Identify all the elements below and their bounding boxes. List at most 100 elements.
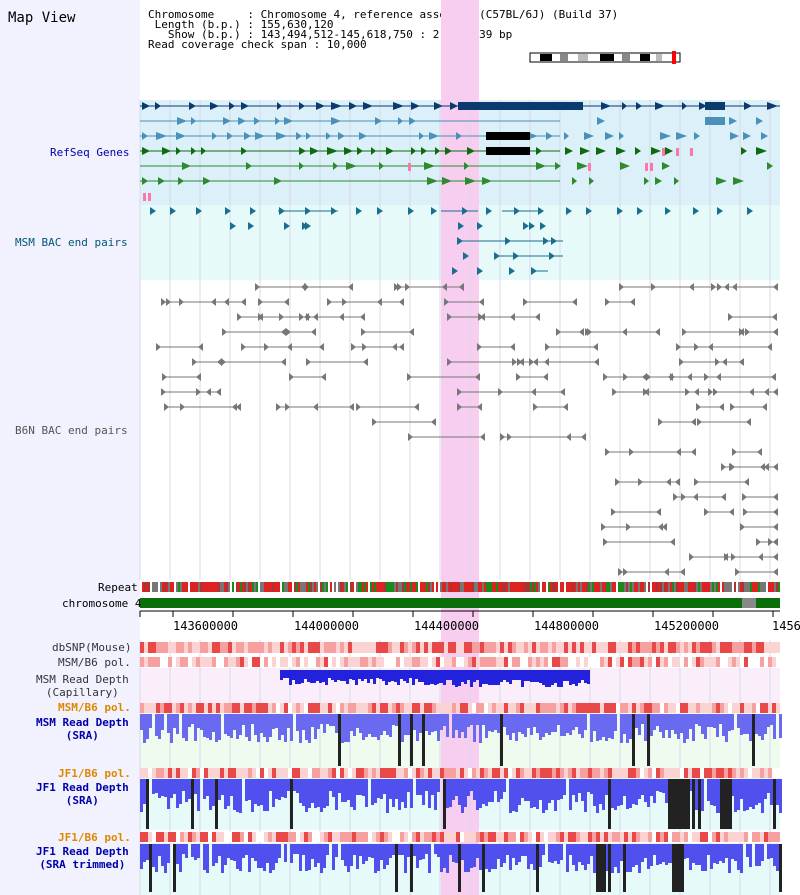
polymorphism-cell	[516, 832, 520, 842]
depth-bar	[377, 844, 380, 871]
polymorphism-cell	[712, 703, 716, 713]
polymorphism-cell	[484, 657, 488, 667]
depth-bar	[650, 714, 653, 736]
depth-bar	[548, 844, 551, 862]
polymorphism-cell	[660, 703, 664, 713]
polymorphism-cell	[304, 703, 308, 713]
gene-exon	[482, 177, 492, 185]
depth-bar	[347, 714, 350, 742]
polymorphism-cell	[520, 657, 524, 667]
depth-bar	[725, 714, 728, 742]
repeat-mark	[172, 582, 174, 592]
bac-end	[623, 568, 628, 576]
polymorphism-cell	[640, 832, 644, 842]
polymorphism-cell	[192, 657, 196, 667]
repeat-mark	[490, 582, 492, 592]
repeat-mark	[382, 582, 384, 592]
repeat-mark	[476, 582, 478, 592]
bac-end	[773, 493, 778, 501]
polymorphism-cell	[324, 768, 328, 778]
polymorphism-cell	[428, 703, 432, 713]
gene-exon	[741, 147, 747, 155]
depth-bar	[515, 779, 518, 812]
polymorphism-cell	[176, 832, 180, 842]
depth-bar	[365, 844, 368, 861]
bac-end	[407, 373, 412, 381]
msm-bac-label[interactable]: MSM BAC end pairs	[15, 236, 128, 249]
depth-bar	[560, 670, 563, 687]
polymorphism-cell	[380, 703, 384, 713]
bac-end	[372, 418, 377, 426]
gene-exon	[229, 102, 235, 110]
polymorphism-cell	[548, 703, 552, 713]
polymorphism-cell	[624, 703, 628, 713]
polymorphism-cell	[744, 703, 748, 713]
polymorphism-cell	[272, 703, 276, 713]
polymorphism-cell	[724, 768, 728, 778]
polymorphism-cell	[688, 642, 692, 653]
polymorphism-cell	[228, 832, 232, 842]
polymorphism-cell	[192, 768, 196, 778]
repeat-mark	[748, 582, 750, 592]
polymorphism-cell	[764, 703, 768, 713]
depth-bar	[533, 779, 536, 807]
repeat-mark	[228, 582, 230, 592]
depth-bar	[206, 779, 209, 796]
polymorphism-cell	[160, 703, 164, 713]
repeat-mark	[184, 582, 186, 592]
depth-bar	[659, 714, 662, 732]
polymorphism-cell	[372, 657, 376, 667]
depth-bar	[233, 779, 236, 810]
polymorphism-cell	[632, 703, 636, 713]
polymorphism-cell	[496, 703, 500, 713]
depth-bar	[599, 779, 602, 804]
polymorphism-cell	[312, 642, 316, 653]
bac-end	[665, 207, 671, 215]
depth-bar	[701, 779, 704, 811]
repeat-mark	[304, 582, 306, 592]
polymorphism-cell	[408, 832, 412, 842]
polymorphism-cell	[252, 657, 256, 667]
repeat-mark	[738, 582, 740, 592]
bac-end	[409, 328, 414, 336]
axis-tick-label: 1456	[772, 619, 800, 633]
depth-bar	[338, 779, 341, 793]
bac-end	[361, 328, 366, 336]
gene-exon	[238, 117, 246, 125]
polymorphism-cell	[588, 703, 592, 713]
depth-bar	[179, 844, 182, 872]
depth-bar-max	[422, 714, 425, 766]
depth-bar	[752, 779, 755, 809]
depth-bar	[656, 779, 659, 791]
depth-bar	[452, 714, 455, 738]
polymorphism-cell	[624, 657, 628, 667]
bac-end	[732, 448, 737, 456]
gene-exon	[363, 102, 373, 110]
polymorphism-cell	[444, 768, 448, 778]
bac-end	[457, 388, 462, 396]
depth-bar	[593, 714, 596, 731]
depth-bar	[587, 779, 590, 792]
bac-end	[342, 298, 347, 306]
polymorphism-cell	[152, 768, 156, 778]
bac-end	[773, 553, 778, 561]
depth-bar	[440, 844, 443, 872]
depth-bar	[566, 714, 569, 733]
b6n-bac-label[interactable]: B6N BAC end pairs	[15, 424, 128, 437]
depth-bar	[368, 844, 371, 857]
polymorphism-cell	[628, 832, 632, 842]
gene-exon	[277, 102, 282, 110]
depth-bar	[521, 714, 524, 734]
repeat-mark	[504, 582, 506, 592]
depth-bar	[542, 714, 545, 737]
depth-bar	[470, 844, 473, 868]
refseq-genes-label[interactable]: RefSeq Genes	[50, 146, 130, 159]
depth-bar	[626, 844, 629, 872]
repeat-mark	[188, 582, 190, 592]
depth-bar	[458, 670, 461, 686]
polymorphism-cell	[512, 768, 516, 778]
repeat-mark	[704, 582, 706, 592]
depth-block	[720, 779, 732, 829]
bac-end	[394, 283, 399, 291]
